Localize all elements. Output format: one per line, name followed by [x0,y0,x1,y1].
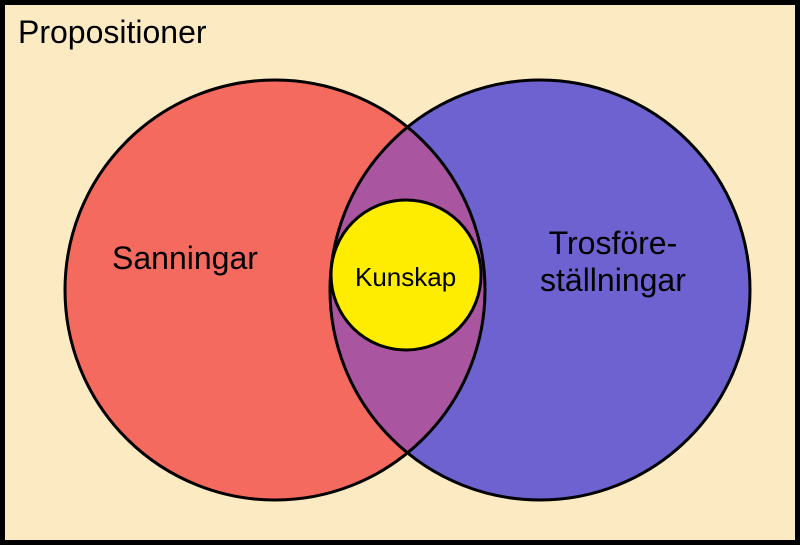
venn-diagram-canvas: Propositioner Sanningar Trosföre- ställn… [0,0,800,545]
left-circle-label: Sanningar [112,240,258,277]
right-label-line1: Trosföre- [549,225,678,261]
right-label-line2: ställningar [540,262,686,298]
diagram-title: Propositioner [18,14,207,51]
center-circle-label: Kunskap [355,262,456,293]
right-circle-label: Trosföre- ställningar [540,225,686,299]
